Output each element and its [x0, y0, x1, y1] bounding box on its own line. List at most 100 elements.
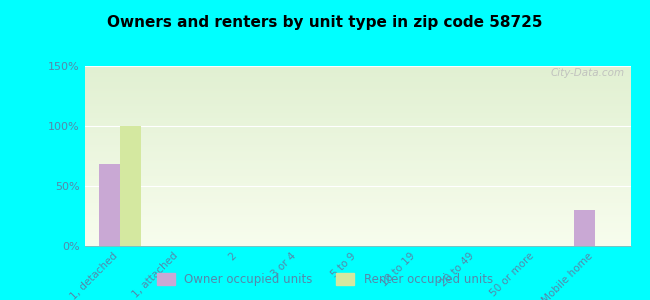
Bar	[84, 244, 630, 246]
Bar	[84, 98, 630, 100]
Bar	[84, 188, 630, 190]
Bar	[84, 111, 630, 113]
Bar	[84, 179, 630, 181]
Bar	[84, 197, 630, 199]
Bar	[84, 194, 630, 196]
Bar	[84, 196, 630, 197]
Bar	[84, 165, 630, 167]
Text: City-Data.com: City-Data.com	[551, 68, 625, 78]
Bar	[84, 169, 630, 170]
Bar	[84, 208, 630, 210]
Bar	[84, 107, 630, 109]
Bar	[84, 192, 630, 194]
Bar	[84, 133, 630, 134]
Bar	[84, 226, 630, 228]
Bar	[84, 203, 630, 205]
Bar	[84, 104, 630, 106]
Bar	[84, 154, 630, 156]
Bar	[84, 122, 630, 124]
Bar	[84, 181, 630, 183]
Bar	[84, 93, 630, 95]
Bar	[84, 97, 630, 98]
Bar	[84, 70, 630, 71]
Bar	[84, 142, 630, 143]
Bar	[84, 219, 630, 221]
Bar	[84, 127, 630, 129]
Bar	[84, 239, 630, 241]
Bar	[84, 237, 630, 239]
Bar	[84, 241, 630, 242]
Bar	[84, 172, 630, 174]
Bar	[84, 151, 630, 152]
Bar	[84, 156, 630, 158]
Bar	[84, 190, 630, 192]
Bar	[84, 66, 630, 68]
Bar	[84, 178, 630, 179]
Bar	[84, 80, 630, 82]
Legend: Owner occupied units, Renter occupied units: Owner occupied units, Renter occupied un…	[153, 268, 497, 291]
Bar	[84, 106, 630, 107]
Bar	[84, 167, 630, 169]
Bar	[84, 149, 630, 151]
Bar	[84, 134, 630, 136]
Bar	[84, 158, 630, 160]
Bar	[84, 232, 630, 233]
Bar	[84, 223, 630, 224]
Bar	[84, 228, 630, 230]
Bar	[84, 140, 630, 142]
Bar	[84, 206, 630, 208]
Bar	[84, 183, 630, 185]
Bar	[84, 174, 630, 176]
Bar	[84, 138, 630, 140]
Bar	[84, 89, 630, 91]
Bar	[84, 221, 630, 223]
Bar	[84, 147, 630, 149]
Bar	[84, 230, 630, 232]
Bar	[84, 75, 630, 77]
Bar	[84, 120, 630, 122]
Bar	[84, 86, 630, 88]
Bar	[84, 95, 630, 97]
Text: Owners and renters by unit type in zip code 58725: Owners and renters by unit type in zip c…	[107, 15, 543, 30]
Bar	[99, 164, 120, 246]
Bar	[84, 152, 630, 154]
Bar	[84, 115, 630, 116]
Bar	[84, 210, 630, 212]
Bar	[84, 233, 630, 235]
Bar	[84, 143, 630, 145]
Bar	[84, 235, 630, 237]
Bar	[84, 118, 630, 120]
Bar	[84, 215, 630, 217]
Bar	[84, 82, 630, 84]
Bar	[84, 116, 630, 118]
Bar	[84, 214, 630, 215]
Bar	[84, 131, 630, 133]
Bar	[84, 91, 630, 93]
Bar	[84, 212, 630, 214]
Bar	[84, 109, 630, 111]
Bar	[84, 160, 630, 161]
Bar	[84, 113, 630, 115]
Bar	[84, 88, 630, 89]
Bar	[84, 170, 630, 172]
Bar	[84, 129, 630, 131]
Bar	[84, 176, 630, 178]
Bar	[84, 163, 630, 165]
Bar	[84, 161, 630, 163]
Bar	[84, 125, 630, 127]
Bar	[84, 201, 630, 203]
Bar	[84, 124, 630, 125]
Bar	[84, 102, 630, 104]
Bar	[84, 242, 630, 244]
Bar	[84, 84, 630, 86]
Bar	[84, 224, 630, 226]
Bar	[84, 71, 630, 73]
Bar	[84, 73, 630, 75]
Bar	[120, 126, 141, 246]
Bar	[84, 145, 630, 147]
Bar	[84, 68, 630, 70]
Bar	[84, 79, 630, 80]
Bar	[84, 217, 630, 219]
Bar	[84, 185, 630, 187]
Bar	[84, 205, 630, 206]
